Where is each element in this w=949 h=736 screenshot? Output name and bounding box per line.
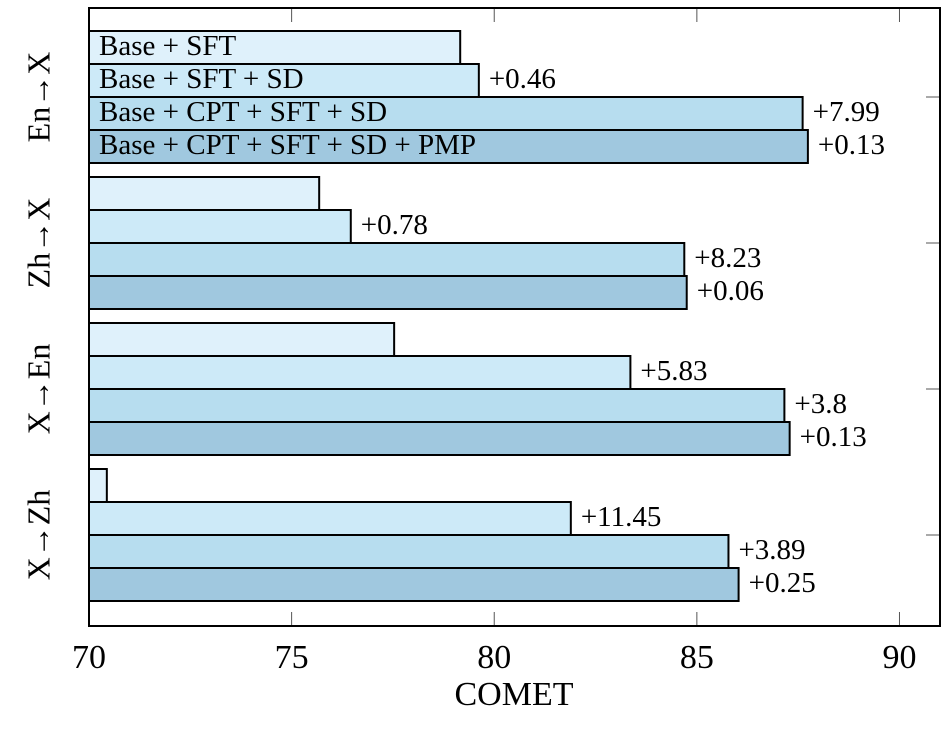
bar <box>88 275 688 310</box>
delta-label: +3.8 <box>794 388 847 420</box>
bar <box>88 388 786 423</box>
delta-label: +0.13 <box>818 129 885 161</box>
x-axis-label: COMET <box>455 676 574 713</box>
bar <box>88 501 572 536</box>
legend-label: Base + SFT + SD <box>99 63 304 95</box>
category-label: En→X <box>20 52 56 143</box>
bar <box>88 176 321 211</box>
delta-label: +0.06 <box>697 275 764 307</box>
legend-label: Base + SFT <box>99 30 236 62</box>
delta-label: +0.25 <box>749 567 816 599</box>
x-tick-label: 85 <box>680 639 714 676</box>
bar <box>88 63 480 98</box>
delta-label: +0.13 <box>800 421 867 453</box>
bar <box>88 209 352 244</box>
delta-label: +7.99 <box>813 96 880 128</box>
category-label: X→Zh <box>20 490 56 581</box>
bar <box>88 468 108 503</box>
x-tick-label: 80 <box>477 639 511 676</box>
bar <box>88 567 740 602</box>
delta-label: +5.83 <box>640 355 707 387</box>
bar <box>88 129 809 164</box>
x-tick-label: 90 <box>882 639 916 676</box>
delta-label: +3.89 <box>738 534 805 566</box>
bar <box>88 242 686 277</box>
category-label: X→En <box>20 344 56 435</box>
bar <box>88 534 730 569</box>
delta-label: +0.46 <box>489 63 556 95</box>
bar <box>88 30 462 65</box>
delta-label: +0.78 <box>361 209 428 241</box>
plot-frame <box>88 7 941 627</box>
legend-label: Base + CPT + SFT + SD <box>99 96 387 128</box>
bar <box>88 355 632 390</box>
category-label: Zh→X <box>20 198 56 289</box>
x-tick-label: 70 <box>72 639 106 676</box>
delta-label: +11.45 <box>581 501 662 533</box>
bar <box>88 322 396 357</box>
x-tick-label: 75 <box>275 639 309 676</box>
bar <box>88 421 791 456</box>
legend-label: Base + CPT + SFT + SD + PMP <box>99 129 476 161</box>
delta-label: +8.23 <box>694 242 761 274</box>
